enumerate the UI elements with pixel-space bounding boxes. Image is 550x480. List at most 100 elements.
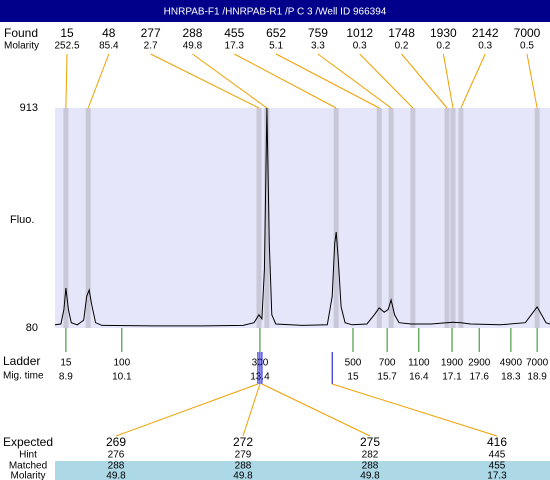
ladder-mig-time: 18.9 [527,372,547,383]
ladder-mig-time: 16.4 [409,372,429,383]
expected-label: Expected [3,435,53,449]
chart-title: HNRPAB-F1 /HNRPAB-R1 /P C 3 /Well ID 966… [164,7,387,18]
ladder-size: 7000 [526,358,549,369]
matched-molarity: 49.8 [233,471,253,480]
peak-size: 759 [308,26,328,40]
mig-time-label: Mig. time [3,371,44,382]
peak-band [256,108,262,328]
peak-band [85,108,91,328]
molarity2-label: Molarity [10,471,45,480]
peak-molarity: 85.4 [99,41,119,52]
plot-area [55,108,550,328]
expected-size: 416 [487,435,507,449]
matched-molarity: 49.8 [360,471,380,480]
peak-band [333,108,339,328]
peak-band [450,108,456,328]
trace-line [54,107,550,327]
peak-connector [234,53,337,109]
ladder-mig-time: 17.6 [469,372,489,383]
ladder-size: 500 [345,358,362,369]
expected-size: 275 [360,435,380,449]
hint-size: 279 [235,450,252,461]
peak-band [388,108,394,328]
ladder-size: 1900 [441,358,464,369]
peak-connector [460,53,486,109]
peak-size: 652 [266,26,286,40]
ladder-mig-time: 10.1 [112,372,132,383]
peak-molarity: 0.3 [353,41,367,52]
peak-size: 2142 [472,26,499,40]
ladder-mig-time: 15 [347,372,359,383]
peak-band [264,108,270,328]
peak-connector [401,53,448,109]
peak-connector [359,53,414,109]
matched-molarity: 49.8 [106,471,126,480]
peak-connector [87,53,110,109]
peak-connector [275,53,380,109]
y-tick-label: 913 [20,102,38,114]
y-axis-label: Fluo. [10,214,34,226]
peak-size: 15 [60,26,74,40]
peak-band [63,108,69,328]
peak-molarity: 49.8 [183,41,203,52]
ladder-size: 2900 [468,358,491,369]
ladder-label: Ladder [3,354,40,368]
peak-connector [192,53,268,109]
matched-row-bg [55,461,550,480]
peak-band [410,108,416,328]
peak-band [376,108,382,328]
peak-molarity: 0.2 [436,41,450,52]
expected-connector [242,383,261,437]
matched-molarity: 17.3 [487,471,507,480]
peak-connector [65,53,68,109]
peak-size: 1930 [430,26,457,40]
title-bar [0,0,550,22]
peak-molarity: 0.5 [520,41,534,52]
peak-size: 1748 [388,26,415,40]
ladder-size: 700 [379,358,396,369]
peak-size: 7000 [514,26,541,40]
expected-connector [261,383,371,437]
ladder-mig-time: 8.9 [59,372,73,383]
matched-label: Matched [9,461,47,472]
ladder-size: 1100 [408,358,430,369]
matched-size: 455 [489,461,506,472]
expected-connector [332,383,498,437]
peak-size: 48 [102,26,116,40]
ladder-size: 15 [60,358,72,369]
peak-band [458,108,464,328]
matched-size: 288 [362,461,379,472]
ladder-mig-time: 15.7 [377,372,397,383]
peak-molarity: 17.3 [225,41,245,52]
peak-connector [526,53,538,109]
peak-connector [150,53,260,109]
ladder-mig-time: 17.1 [442,372,462,383]
peak-molarity: 5.1 [269,41,283,52]
peak-connector [317,53,392,109]
peak-connector [442,53,454,109]
matched-size: 288 [108,461,125,472]
peak-molarity: 2.7 [144,41,158,52]
expected-size: 272 [233,435,253,449]
matched-size: 288 [235,461,252,472]
y-tick-label: 80 [26,322,38,334]
peak-molarity: 3.3 [311,41,325,52]
ladder-size: 100 [113,358,130,369]
peak-molarity: 0.3 [478,41,492,52]
hint-label: Hint [19,450,37,461]
ladder-mig-time: 18.3 [501,372,521,383]
peak-molarity: 252.5 [54,41,79,52]
expected-size: 269 [106,435,126,449]
found-label: Found [4,26,38,40]
hint-size: 282 [362,450,379,461]
peak-band [444,108,450,328]
hint-size: 445 [489,450,506,461]
peak-size: 1012 [346,26,373,40]
hint-size: 276 [108,450,125,461]
peak-size: 288 [182,26,202,40]
peak-band [534,108,540,328]
expected-connector [115,383,259,437]
peak-molarity: 0.2 [395,41,409,52]
ladder-size: 4900 [500,358,523,369]
